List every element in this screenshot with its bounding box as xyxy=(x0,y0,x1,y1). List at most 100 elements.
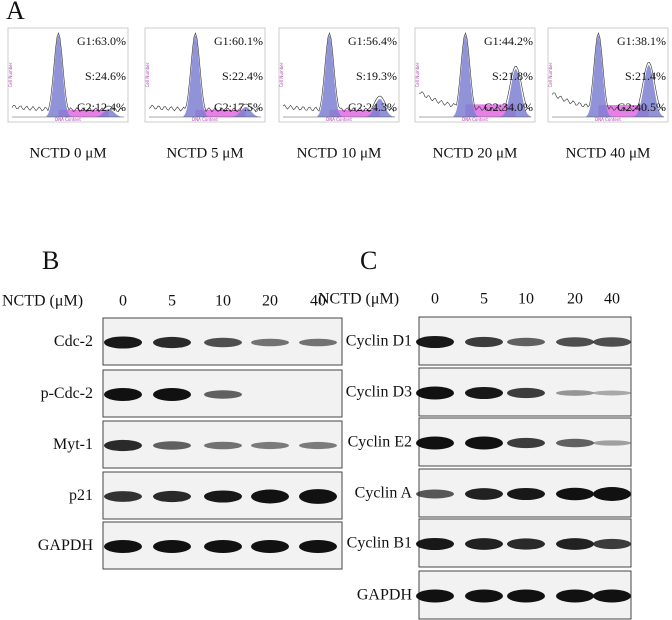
band xyxy=(299,540,337,553)
band xyxy=(507,437,545,449)
s-value: S:21.8% xyxy=(492,69,533,83)
g2-value: G2:34.0% xyxy=(484,100,533,114)
g2-peak xyxy=(363,99,396,117)
band xyxy=(593,337,631,347)
s-value: S:22.4% xyxy=(222,69,263,83)
g1-peak xyxy=(453,35,481,117)
band xyxy=(416,489,454,499)
histogram-outline xyxy=(418,32,531,112)
dose-label: 20 xyxy=(567,291,583,308)
g2-value: G2:12.4% xyxy=(77,100,126,114)
band xyxy=(416,436,454,450)
band xyxy=(204,441,242,450)
x-axis-label: DNA Content xyxy=(326,117,352,122)
y-axis-label: Cell Number xyxy=(415,62,420,87)
dose-label: 40 xyxy=(310,293,326,310)
band xyxy=(104,540,142,553)
band xyxy=(507,589,545,603)
band xyxy=(299,338,337,347)
s-phase xyxy=(598,105,649,117)
g1-peak xyxy=(317,35,345,117)
band xyxy=(204,540,242,553)
g2-peak xyxy=(92,109,125,117)
g1-value: G1:38.1% xyxy=(617,34,666,48)
s-value: S:19.3% xyxy=(356,69,397,83)
protein-label: Cyclin E2 xyxy=(348,434,412,451)
band xyxy=(465,436,503,450)
plot-frame xyxy=(278,27,400,123)
band xyxy=(556,337,594,347)
g2-value: G2:17.5% xyxy=(214,100,263,114)
band xyxy=(251,540,289,553)
condition-caption: NCTD 10 μM xyxy=(297,145,382,161)
g1-peak xyxy=(586,35,614,117)
dose-label: 10 xyxy=(518,291,534,308)
protein-label: p21 xyxy=(69,487,93,504)
protein-label: Cyclin B1 xyxy=(347,535,412,552)
protein-label: Cdc-2 xyxy=(54,333,93,350)
band xyxy=(507,487,545,501)
g2-peak xyxy=(632,65,665,117)
band xyxy=(556,390,594,396)
protein-label: Myt-1 xyxy=(53,436,93,453)
band xyxy=(204,490,242,503)
plot-frame xyxy=(547,27,669,123)
band xyxy=(251,489,289,504)
histogram-outline xyxy=(551,32,664,112)
g1-value: G1:56.4% xyxy=(348,34,397,48)
g1-value: G1:44.2% xyxy=(484,34,533,48)
band xyxy=(593,487,631,501)
y-axis-label: Cell Number xyxy=(8,62,13,87)
dose-label: 40 xyxy=(604,291,620,308)
plot-frame xyxy=(144,27,266,123)
dose-label: 5 xyxy=(168,293,176,310)
dose-label: 10 xyxy=(215,293,231,310)
g1-value: G1:60.1% xyxy=(214,34,263,48)
panel-label: C xyxy=(360,246,377,275)
band xyxy=(153,388,191,401)
s-value: S:21.4% xyxy=(625,69,666,83)
protein-label: p-Cdc-2 xyxy=(41,385,93,402)
band xyxy=(104,388,142,401)
band xyxy=(251,338,289,347)
y-axis-label: Cell Number xyxy=(279,62,284,87)
g1-peak xyxy=(183,35,211,117)
band xyxy=(465,336,503,348)
panel-label: B xyxy=(42,246,59,275)
y-axis-label: Cell Number xyxy=(145,62,150,87)
condition-caption: NCTD 40 μM xyxy=(566,145,651,161)
band xyxy=(593,390,631,396)
band xyxy=(251,441,289,450)
dose-label: 5 xyxy=(480,291,488,308)
band xyxy=(299,441,337,450)
s-value: S:24.6% xyxy=(85,69,126,83)
band xyxy=(507,538,545,550)
g2-value: G2:24.3% xyxy=(348,100,397,114)
band xyxy=(153,540,191,553)
condition-caption: NCTD 5 μM xyxy=(166,145,243,161)
s-phase xyxy=(329,109,380,117)
band xyxy=(416,335,454,349)
band xyxy=(593,440,631,446)
condition-caption: NCTD 0 μM xyxy=(29,145,106,161)
dose-label: 0 xyxy=(431,291,439,308)
band xyxy=(556,538,594,550)
s-phase xyxy=(195,109,246,117)
band xyxy=(153,490,191,503)
protein-label: GAPDH xyxy=(38,537,94,554)
band xyxy=(416,537,454,551)
band xyxy=(465,538,503,550)
band xyxy=(204,337,242,348)
x-axis-label: DNA Content xyxy=(192,117,218,122)
plot-frame xyxy=(7,27,129,123)
band xyxy=(104,491,142,502)
band xyxy=(593,589,631,603)
condition-caption: NCTD 20 μM xyxy=(433,145,518,161)
band xyxy=(465,386,503,400)
band xyxy=(204,390,242,399)
x-axis-label: DNA Content xyxy=(462,117,488,122)
protein-label: Cyclin A xyxy=(355,485,413,502)
y-axis-label: Cell Number xyxy=(548,62,553,87)
band xyxy=(507,387,545,399)
